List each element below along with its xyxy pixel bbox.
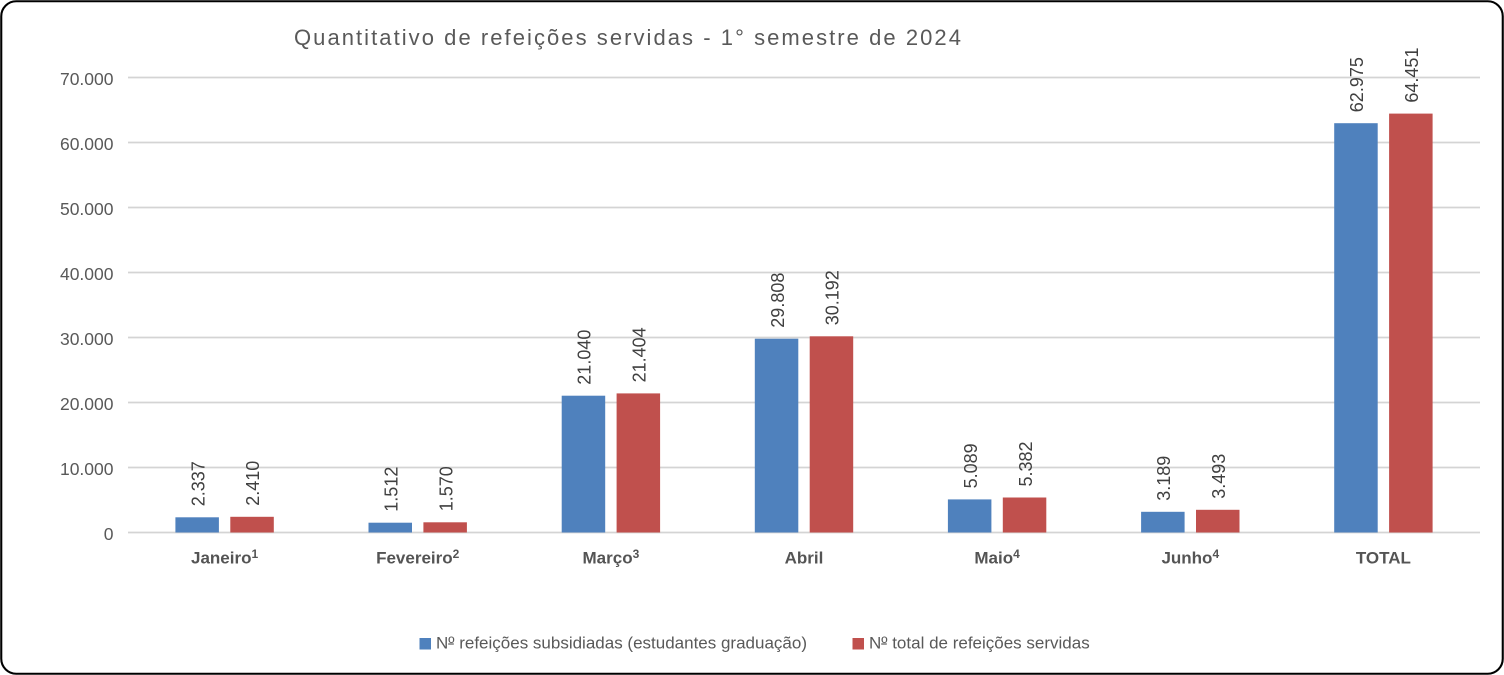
svg-text:Nº total de refeições servidas: Nº total de refeições servidas bbox=[869, 634, 1090, 653]
svg-text:40.000: 40.000 bbox=[60, 264, 114, 284]
svg-text:Maio4: Maio4 bbox=[974, 547, 1020, 568]
svg-text:2.410: 2.410 bbox=[243, 461, 263, 506]
svg-text:70.000: 70.000 bbox=[60, 69, 114, 89]
svg-text:1.512: 1.512 bbox=[382, 467, 402, 512]
svg-text:2.337: 2.337 bbox=[188, 461, 208, 506]
svg-text:50.000: 50.000 bbox=[60, 199, 114, 219]
svg-text:Fevereiro2: Fevereiro2 bbox=[376, 547, 460, 568]
svg-text:20.000: 20.000 bbox=[60, 394, 114, 414]
svg-text:Abril: Abril bbox=[785, 548, 824, 567]
svg-text:Junho4: Junho4 bbox=[1161, 547, 1219, 568]
svg-text:10.000: 10.000 bbox=[60, 459, 114, 479]
svg-text:21.040: 21.040 bbox=[575, 330, 595, 385]
svg-text:3.189: 3.189 bbox=[1154, 456, 1174, 501]
svg-text:5.089: 5.089 bbox=[961, 443, 981, 488]
svg-text:1.570: 1.570 bbox=[436, 466, 456, 511]
svg-text:Quantitativo de refeições serv: Quantitativo de refeições servidas - 1° … bbox=[294, 25, 963, 50]
svg-text:64.451: 64.451 bbox=[1402, 48, 1422, 103]
svg-text:30.000: 30.000 bbox=[60, 329, 114, 349]
svg-text:Nº refeições subsidiadas (estu: Nº refeições subsidiadas (estudantes gra… bbox=[436, 634, 807, 653]
svg-text:Janeiro1: Janeiro1 bbox=[191, 547, 258, 568]
svg-text:5.382: 5.382 bbox=[1016, 441, 1036, 486]
svg-text:0: 0 bbox=[104, 524, 114, 544]
svg-text:TOTAL: TOTAL bbox=[1356, 548, 1411, 567]
svg-text:30.192: 30.192 bbox=[823, 270, 843, 325]
svg-text:60.000: 60.000 bbox=[60, 134, 114, 154]
svg-text:Março3: Março3 bbox=[583, 547, 640, 568]
svg-text:62.975: 62.975 bbox=[1347, 57, 1367, 112]
svg-text:29.808: 29.808 bbox=[768, 273, 788, 328]
svg-text:21.404: 21.404 bbox=[630, 327, 650, 382]
svg-text:3.493: 3.493 bbox=[1209, 454, 1229, 499]
